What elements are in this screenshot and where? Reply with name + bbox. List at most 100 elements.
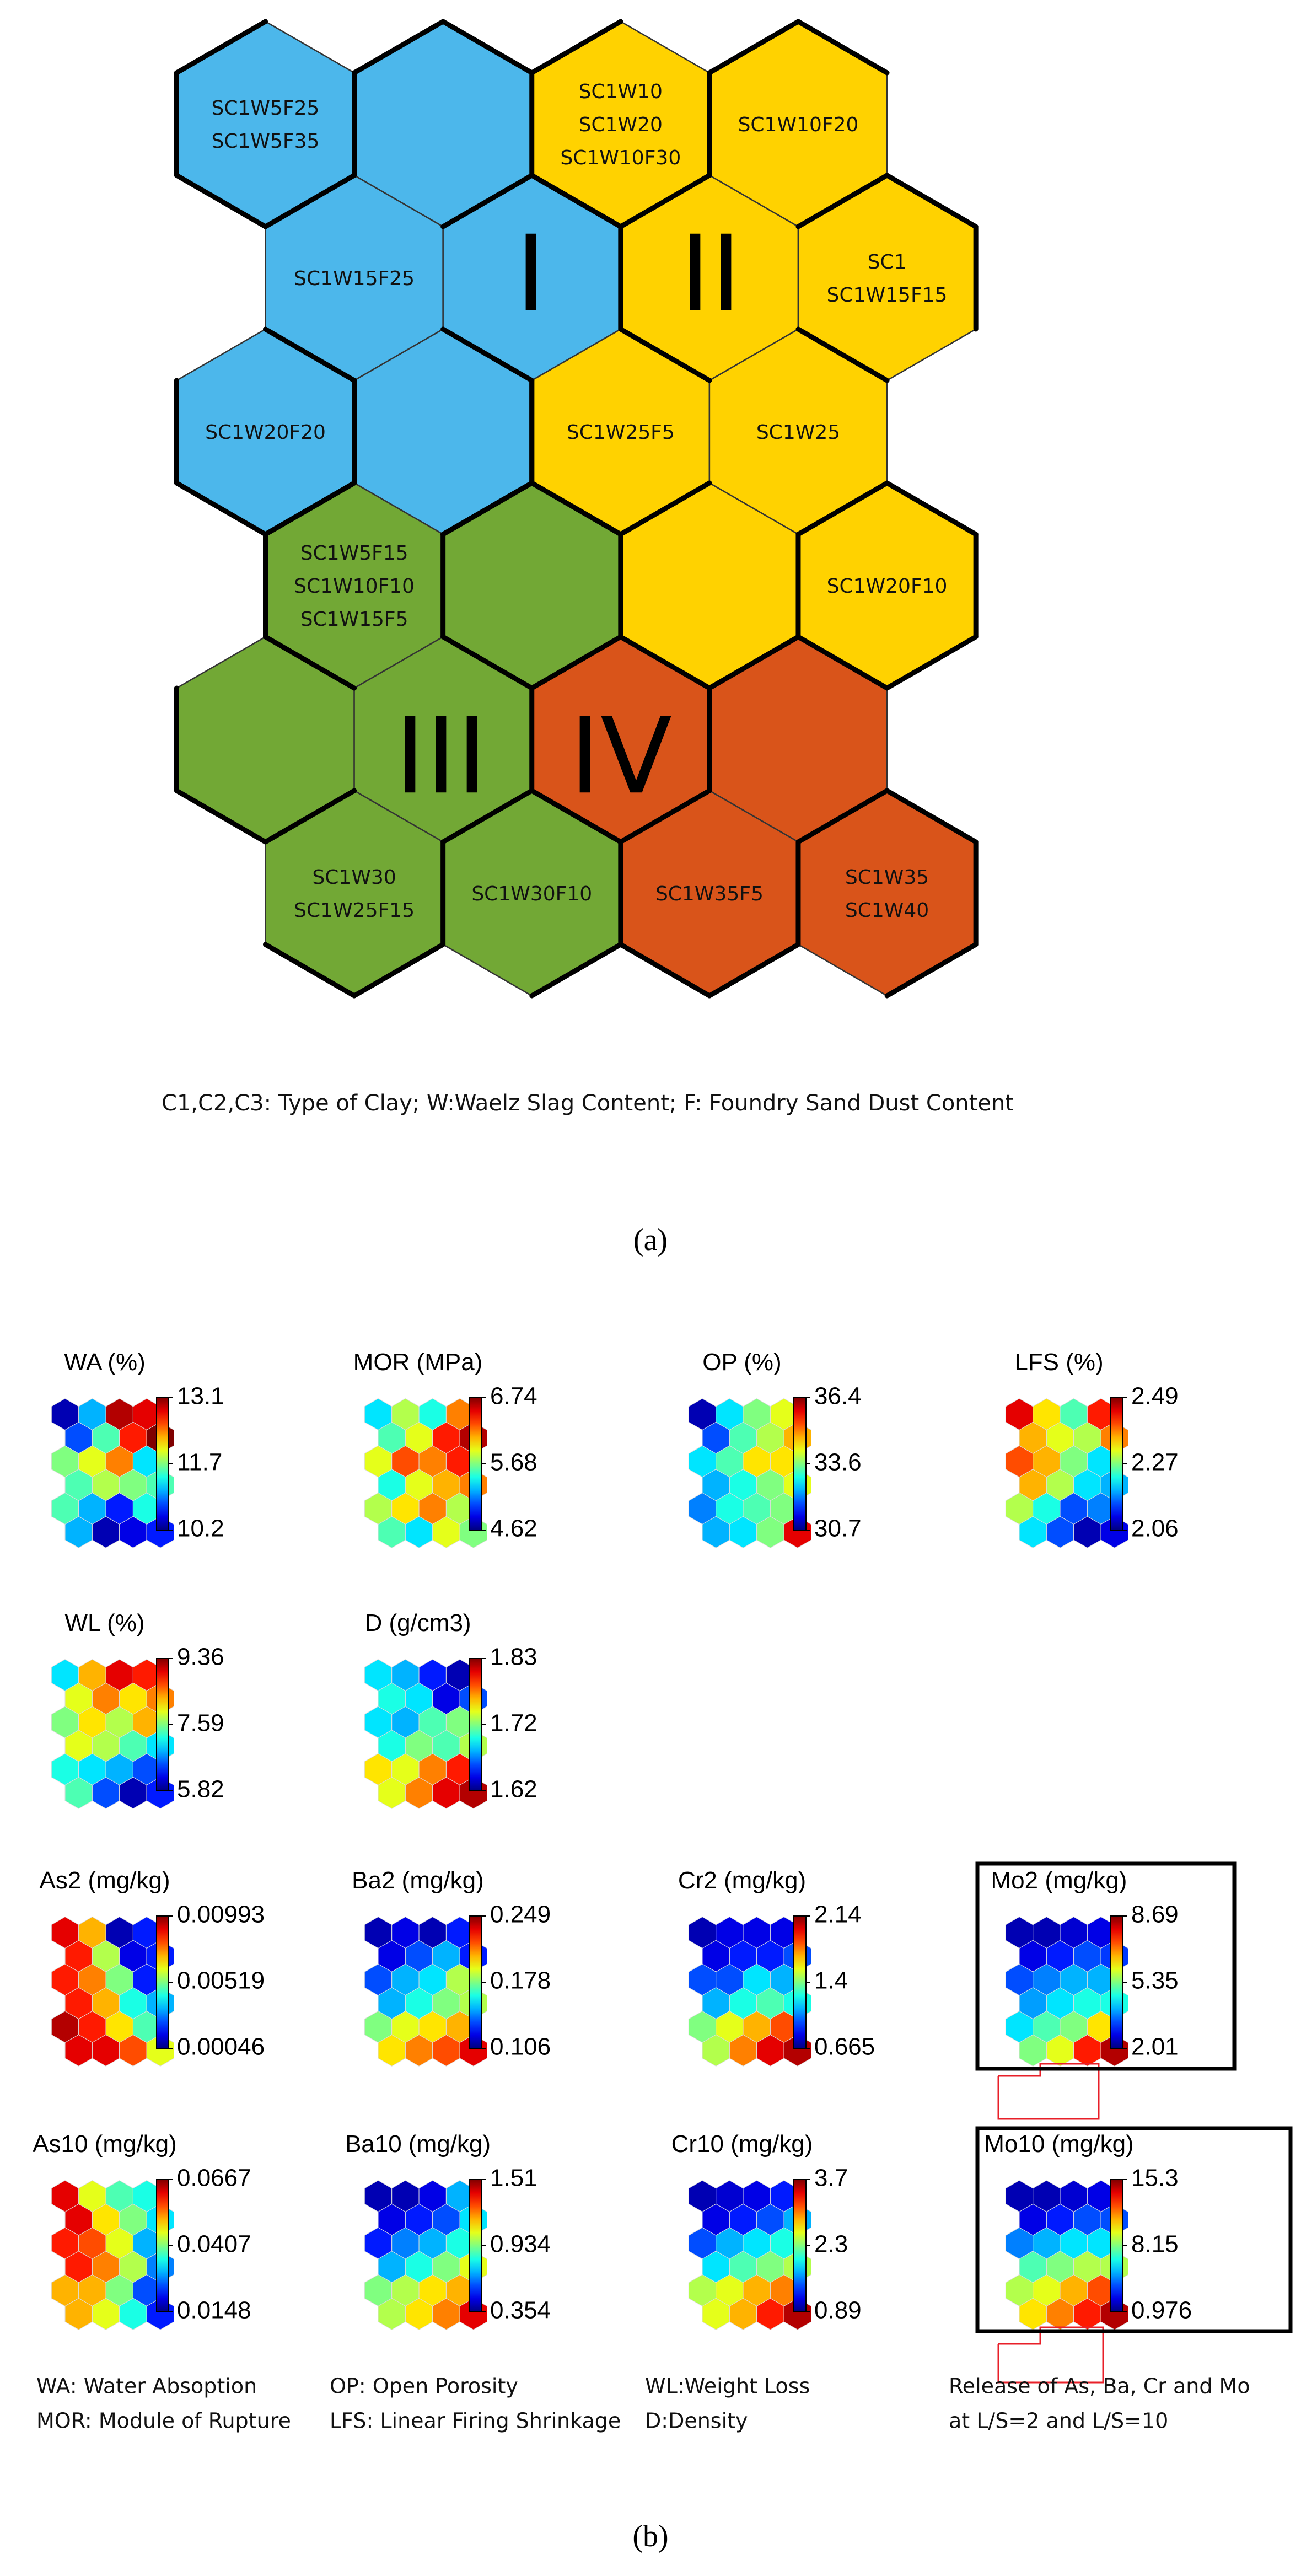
region-border-edge	[262, 326, 357, 383]
component-plane-mo10: Mo10 (mg/kg) 15.3 8.15 0.976	[984, 2130, 1192, 2384]
colorbar-label-min: 0.0148	[177, 2297, 251, 2324]
colorbar-label-mid: 2.3	[814, 2231, 848, 2258]
region-border-edge	[440, 19, 535, 76]
region-border-edge	[440, 634, 535, 691]
colorbar-label-mid: 0.178	[490, 1967, 551, 1994]
colorbar-label-mid: 7.59	[177, 1710, 224, 1737]
component-plane-wa: WA (%) 13.1 11.7 10.2	[51, 1349, 224, 1548]
region-border-edge	[529, 480, 623, 537]
colorbar	[156, 1658, 169, 1791]
component-plane-cr10: Cr10 (mg/kg)3.7 2.3 0.89	[671, 2130, 862, 2330]
region-border-edge	[884, 480, 979, 537]
colorbar-label-max: 9.36	[177, 1644, 224, 1671]
legend-op: OP: Open Porosity	[330, 2374, 518, 2398]
component-plane-op: OP (%) 36.4 33.6 30.7	[688, 1349, 862, 1548]
hex-label: SC1W35F5	[655, 883, 764, 905]
colorbar-label-min: 4.62	[490, 1515, 537, 1542]
colorbar-label-mid: 1.72	[490, 1710, 537, 1737]
region-border-edge	[529, 942, 623, 999]
region-border-edge	[440, 173, 535, 229]
colorbar	[156, 1915, 169, 2049]
colorbar	[469, 1658, 482, 1791]
colorbar-label-max: 0.0667	[177, 2165, 251, 2192]
colorbar-label-max: 13.1	[177, 1383, 224, 1410]
region-border-edge	[795, 634, 890, 691]
region-border-edge	[529, 19, 623, 76]
colorbar-label-max: 0.00993	[177, 1901, 265, 1928]
figure-a-caption: C1,C2,C3: Type of Clay; W:Waelz Slag Con…	[162, 1091, 1014, 1116]
colorbar-label-mid: 1.4	[814, 1967, 848, 1994]
region-border-edge	[884, 788, 979, 845]
component-plane-ba2: Ba2 (mg/kg)0.249 0.178 0.106	[352, 1867, 551, 2067]
colorbar-label-min: 0.106	[490, 2033, 551, 2060]
colorbar	[469, 1397, 482, 1531]
abbreviation-legend: WA: Water Absoption MOR: Module of Ruptu…	[36, 2374, 1250, 2433]
panel-title: D (g/cm3)	[364, 1609, 471, 1636]
colorbar-label-min: 2.01	[1131, 2033, 1179, 2060]
region-border-edge	[263, 788, 357, 845]
region-border-edge	[618, 788, 712, 845]
colorbar-label-mid: 0.934	[490, 2231, 551, 2258]
colorbar-label-max: 3.7	[814, 2165, 848, 2192]
region-border-edge	[352, 19, 446, 76]
panel-title: Mo2 (mg/kg)	[991, 1867, 1127, 1894]
colorbar	[793, 2179, 807, 2312]
region-border-edge	[529, 634, 623, 691]
colorbar	[793, 1397, 807, 1531]
colorbar	[469, 1915, 482, 2049]
legend-wl: WL:Weight Loss	[645, 2374, 810, 2398]
panel-title: Ba10 (mg/kg)	[345, 2130, 491, 2158]
colorbar-label-min: 0.89	[814, 2297, 862, 2324]
hex-label: SC1W30 SC1W25F15	[294, 866, 415, 922]
colorbar	[793, 1915, 807, 2049]
region-border-edge	[262, 634, 357, 691]
legend-wa: WA: Water Absoption	[36, 2374, 257, 2398]
region-numeral-4: IV	[569, 695, 672, 817]
figure-b-panel-label: (b)	[632, 2519, 668, 2553]
region-border-edge	[795, 19, 890, 76]
panel-title: WA (%)	[64, 1349, 145, 1376]
region-numeral-1: I	[515, 213, 546, 335]
region-border-edge	[618, 173, 712, 229]
panel-title: MOR (MPa)	[353, 1349, 483, 1376]
component-plane-as2: As2 (mg/kg) 0.00993 0.00519 0.00046	[39, 1867, 265, 2067]
colorbar	[1110, 1915, 1123, 2049]
colorbar-label-max: 6.74	[490, 1383, 537, 1410]
mo10-frame	[975, 2126, 1293, 2333]
figure-a-panel-label: (a)	[633, 1223, 668, 1257]
region-border-edge	[174, 19, 268, 76]
region-border-edge	[262, 480, 357, 537]
panel-title: LFS (%)	[1014, 1349, 1103, 1376]
panel-title: As2 (mg/kg)	[39, 1867, 170, 1894]
colorbar-label-min: 0.00046	[177, 2033, 265, 2060]
hex-label: SC1W25F5	[567, 421, 675, 444]
colorbar-label-mid: 5.68	[490, 1449, 537, 1476]
hex-label: SC1W20F20	[205, 421, 326, 444]
legend-lfs: LFS: Linear Firing Shrinkage	[330, 2409, 621, 2433]
highlight-outline	[997, 2326, 1104, 2384]
region-border-edge	[618, 326, 712, 383]
som-cluster-map: SC1W5F25 SC1W5F35 SC1W10 SC1W20 SC1W10F30 SC1…	[162, 19, 1014, 1257]
colorbar-label-mid: 11.7	[177, 1449, 222, 1476]
region-numeral-3: III	[395, 695, 487, 817]
component-plane-d: D (g/cm3) 1.83 1.72 1.62	[364, 1609, 537, 1809]
colorbar-label-mid: 0.0407	[177, 2231, 251, 2258]
legend-d: D:Density	[645, 2409, 748, 2433]
component-plane-as10: As10 (mg/kg)0.0667 0.0407 0.0148	[33, 2130, 251, 2330]
colorbar	[156, 2179, 169, 2312]
colorbar-label-max: 2.49	[1131, 1383, 1179, 1410]
region-border-edge	[440, 480, 535, 537]
colorbar-label-min: 2.06	[1131, 1515, 1179, 1542]
component-plane-wl: WL (%) 9.36 7.59 5.82	[51, 1609, 224, 1809]
region-border-edge	[884, 634, 979, 691]
region-border-edge	[707, 942, 801, 999]
region-border-edge	[707, 634, 801, 691]
colorbar-label-min: 5.82	[177, 1776, 224, 1803]
component-plane-cr2: Cr2 (mg/kg) 2.14 1.4 0.665	[678, 1867, 875, 2067]
colorbar	[1110, 2179, 1123, 2312]
legend-mor: MOR: Module of Rupture	[36, 2409, 291, 2433]
region-border-edge	[707, 19, 801, 76]
hex-label: SC1W10F20	[738, 114, 859, 136]
colorbar-label-max: 36.4	[814, 1383, 862, 1410]
hex-label: SC1W5F25 SC1W5F35	[212, 97, 320, 153]
